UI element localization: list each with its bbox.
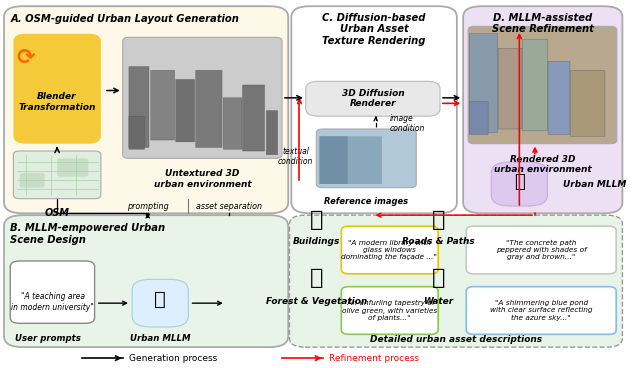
FancyBboxPatch shape — [467, 287, 616, 334]
FancyBboxPatch shape — [463, 6, 623, 213]
Text: Urban MLLM: Urban MLLM — [563, 180, 627, 188]
FancyBboxPatch shape — [243, 85, 264, 151]
Text: Roads & Paths: Roads & Paths — [402, 237, 474, 246]
FancyBboxPatch shape — [151, 70, 175, 140]
FancyBboxPatch shape — [13, 34, 101, 144]
Text: "An unfurling tapestry of
olive green, with varieties
of plants...": "An unfurling tapestry of olive green, w… — [342, 300, 437, 321]
Text: textual
condition: textual condition — [278, 147, 314, 166]
Text: ⟳: ⟳ — [17, 48, 35, 68]
FancyBboxPatch shape — [498, 48, 522, 129]
Text: Buildings: Buildings — [292, 237, 340, 246]
Text: Urban MLLM: Urban MLLM — [130, 334, 191, 343]
Text: 🗺: 🗺 — [514, 173, 525, 191]
FancyBboxPatch shape — [548, 61, 570, 135]
FancyBboxPatch shape — [291, 6, 457, 213]
FancyBboxPatch shape — [289, 215, 623, 347]
Text: Blender
Transformation: Blender Transformation — [19, 92, 96, 112]
Text: 3D Diffusion
Renderer: 3D Diffusion Renderer — [342, 89, 404, 109]
Text: prompting: prompting — [127, 202, 168, 212]
Text: C. Diffusion-based
Urban Asset
Texture Rendering: C. Diffusion-based Urban Asset Texture R… — [323, 13, 426, 46]
FancyBboxPatch shape — [20, 173, 45, 188]
FancyBboxPatch shape — [492, 162, 547, 206]
FancyBboxPatch shape — [10, 261, 95, 323]
Text: D. MLLM-assisted
Scene Refinement: D. MLLM-assisted Scene Refinement — [492, 13, 594, 34]
FancyBboxPatch shape — [132, 279, 188, 327]
FancyBboxPatch shape — [4, 215, 288, 347]
FancyBboxPatch shape — [223, 98, 242, 149]
Text: 🗺: 🗺 — [154, 290, 166, 309]
Text: Untextured 3D
urban environment: Untextured 3D urban environment — [154, 169, 251, 189]
Text: "A teaching area
in modern university": "A teaching area in modern university" — [12, 292, 94, 312]
FancyBboxPatch shape — [129, 116, 145, 149]
Text: 🏢: 🏢 — [310, 210, 323, 230]
FancyBboxPatch shape — [467, 226, 616, 274]
Text: "A modern library with
glass windows
dominating the façade ...": "A modern library with glass windows dom… — [342, 240, 437, 260]
FancyBboxPatch shape — [176, 79, 195, 142]
Text: "The concrete path
peppered with shades of
gray and brown...": "The concrete path peppered with shades … — [496, 240, 587, 260]
Text: 💧: 💧 — [431, 269, 445, 289]
FancyBboxPatch shape — [468, 26, 617, 144]
FancyBboxPatch shape — [196, 70, 222, 147]
FancyBboxPatch shape — [469, 34, 497, 133]
FancyBboxPatch shape — [266, 111, 278, 155]
FancyBboxPatch shape — [341, 287, 438, 334]
Text: Generation process: Generation process — [129, 354, 217, 362]
Text: 🛤: 🛤 — [431, 210, 445, 230]
FancyBboxPatch shape — [123, 38, 282, 158]
FancyBboxPatch shape — [522, 39, 547, 131]
Text: image
condition: image condition — [390, 114, 426, 133]
Text: Water: Water — [423, 297, 453, 305]
FancyBboxPatch shape — [319, 136, 348, 184]
Text: 🌲: 🌲 — [310, 269, 323, 289]
FancyBboxPatch shape — [129, 67, 149, 147]
FancyBboxPatch shape — [319, 136, 382, 184]
Text: Refinement process: Refinement process — [329, 354, 419, 362]
FancyBboxPatch shape — [306, 81, 440, 116]
FancyBboxPatch shape — [341, 226, 438, 274]
FancyBboxPatch shape — [4, 6, 288, 213]
FancyBboxPatch shape — [13, 151, 101, 199]
FancyBboxPatch shape — [316, 129, 416, 188]
Text: User prompts: User prompts — [15, 334, 81, 343]
Text: OSM: OSM — [45, 208, 70, 218]
Text: B. MLLM-empowered Urban
Scene Design: B. MLLM-empowered Urban Scene Design — [10, 223, 165, 245]
Text: Reference images: Reference images — [324, 197, 408, 206]
FancyBboxPatch shape — [571, 70, 605, 136]
FancyBboxPatch shape — [57, 158, 88, 177]
Text: Detailed urban asset descriptions: Detailed urban asset descriptions — [370, 335, 542, 344]
Text: Forest & Vegetation: Forest & Vegetation — [266, 297, 367, 305]
Text: Rendered 3D
urban environment: Rendered 3D urban environment — [493, 155, 591, 174]
Text: A. OSM-guided Urban Layout Generation: A. OSM-guided Urban Layout Generation — [10, 14, 239, 24]
FancyBboxPatch shape — [469, 102, 488, 135]
Text: "A shimmering blue pond
with clear surface reflecting
the azure sky...": "A shimmering blue pond with clear surfa… — [490, 300, 593, 321]
Text: asset separation: asset separation — [196, 202, 262, 212]
